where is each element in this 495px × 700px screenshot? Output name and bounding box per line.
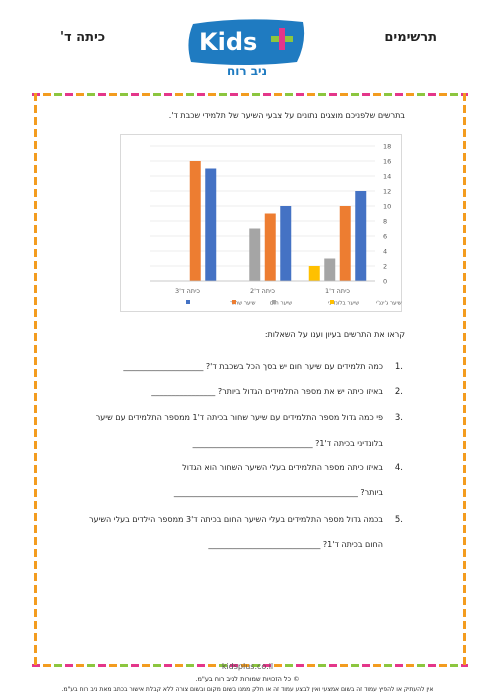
bar (355, 191, 367, 281)
y-tick-label: 16 (383, 158, 391, 166)
x-tick-label: כיתה ד'3 (175, 287, 201, 295)
question-number: 1. (394, 362, 403, 372)
y-tick-label: 2 (383, 263, 387, 271)
question-number: 5. (394, 515, 403, 525)
question-text: באיזו כיתה מספר התלמידים בעלי השיער השחו… (182, 463, 383, 472)
legend-label: שיער ג'ינג'י (376, 301, 402, 307)
legend-label: שיער חום (270, 301, 292, 307)
instructions: קראו את התרשים בעיון וענו על השאלות: (264, 330, 405, 339)
legend-label: שיער בלונדיני (328, 300, 359, 307)
border-bottom (32, 664, 468, 667)
border-top (32, 93, 468, 96)
question-text: ביותר? _________________________________… (173, 488, 383, 497)
legend-label: שיער שחור (230, 301, 256, 307)
bar (264, 213, 276, 281)
bar (189, 161, 201, 281)
question-number: 4. (394, 463, 403, 473)
y-tick-label: 12 (383, 188, 391, 196)
question-text: פי כמה גדול מספר התלמידים עם שיער שחור ב… (95, 413, 383, 422)
bar (249, 228, 261, 281)
question-number: 3. (394, 413, 403, 423)
legend-swatch (186, 300, 190, 304)
intro-text: בתרשים שלפניכם מוצגים נתונים על צבעי השי… (168, 111, 405, 120)
legend-swatch (232, 300, 236, 304)
x-tick-label: כיתה ד'1 (325, 287, 351, 295)
bar (324, 258, 336, 281)
page-title: תרשימים (384, 30, 437, 45)
question-text: כמה תלמידים עם שיער חום יש בסך הכל בשכבת… (123, 362, 383, 371)
legend-swatch (330, 300, 334, 304)
bar (205, 168, 217, 281)
logo: Kids ניב רוח (188, 19, 305, 78)
border-left (34, 93, 37, 667)
x-tick-label: כיתה ד'2 (250, 287, 276, 295)
chart-frame (120, 134, 402, 312)
border-right (463, 93, 466, 667)
bar (339, 206, 351, 281)
legend-swatch (272, 300, 276, 304)
question-number: 2. (394, 387, 403, 397)
y-tick-label: 10 (383, 203, 391, 211)
y-tick-label: 8 (383, 218, 387, 226)
footer-notice: אין להעתיק או להפיץ עמוד זה בשום אמצעי ו… (61, 686, 434, 693)
chart: 0 2 4 6 8 10 12 14 16 18 כיתה ד'3 כיתה ד'2 כיתה ד'1 ש… (120, 134, 402, 312)
grade-label: כיתה ד' (60, 30, 106, 45)
bar (308, 266, 320, 281)
footer-copyright: © כל הזכויות שמורות לניב רוח בע"מ. (195, 675, 300, 683)
y-tick-label: 14 (383, 173, 391, 181)
question-text: בכמה גדול מספר התלמידים בעלי השיער החום … (89, 515, 383, 524)
footer-site: kidsplus.co.il (221, 662, 274, 671)
y-tick-label: 4 (383, 248, 387, 256)
logo-text: Kids (199, 28, 257, 56)
question-text: החום בכיתה ד'1? ________________________… (208, 540, 383, 549)
y-tick-label: 0 (383, 278, 387, 286)
bar (280, 206, 292, 281)
y-tick-label: 18 (383, 143, 391, 151)
question-text: באיזו כיתה יש את מספר התלמידים הגדול ביו… (151, 387, 383, 396)
logo-subtitle: ניב רוח (227, 64, 267, 78)
question-text: בלונדיני בכיתה ד'1? ____________________… (192, 439, 383, 448)
y-tick-label: 6 (383, 233, 387, 241)
